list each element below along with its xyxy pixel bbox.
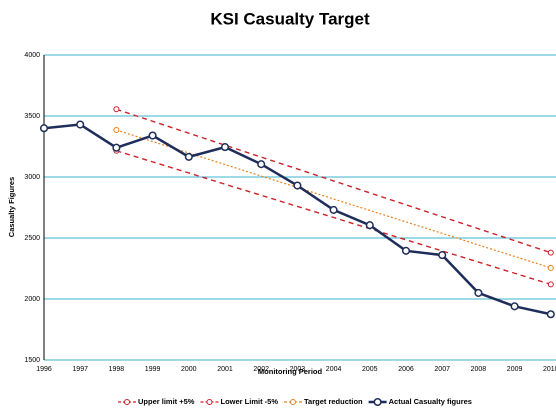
x-tick-label: 2008	[471, 366, 487, 373]
series-line	[43, 123, 552, 316]
data-point	[547, 281, 554, 288]
x-tick-label: 2006	[398, 366, 414, 373]
data-point	[329, 205, 338, 214]
legend-marker	[124, 399, 130, 405]
x-tick-label: 2004	[326, 366, 342, 373]
x-tick-label: 2002	[253, 366, 269, 373]
legend-marker	[373, 397, 382, 407]
legend-label: Lower Limit -5%	[220, 397, 278, 406]
x-tick-label: 2003	[290, 366, 306, 373]
legend-marker	[290, 399, 296, 405]
data-point	[438, 251, 447, 260]
series-line	[116, 108, 552, 254]
data-point	[547, 249, 554, 256]
data-point	[148, 131, 157, 140]
data-point	[365, 221, 374, 230]
y-tick-label: 4000	[24, 52, 40, 59]
chart-title: KSI Casualty Target	[210, 9, 370, 28]
legend: Upper limit +5% Lower Limit -5% Target red…	[118, 397, 472, 407]
series-line	[116, 150, 552, 286]
data-point	[510, 302, 519, 311]
x-tick-label: 1997	[72, 366, 88, 373]
x-tick-label: 2005	[362, 366, 378, 373]
y-axis-label: Casualty Figures	[7, 177, 16, 237]
legend-label: Actual Casualty figures	[389, 397, 472, 406]
data-point	[112, 143, 121, 152]
data-point	[547, 264, 554, 271]
data-point	[39, 124, 49, 133]
data-point	[474, 288, 483, 297]
legend-label: Target reduction	[304, 397, 363, 406]
x-tick-label: 2000	[181, 366, 197, 373]
x-tick-label: 2007	[434, 366, 450, 373]
y-tick-label: 2000	[24, 296, 40, 303]
data-point	[76, 120, 85, 129]
x-tick-label: 1996	[36, 366, 52, 373]
data-point	[257, 160, 266, 169]
data-point	[401, 246, 411, 255]
data-point	[546, 310, 555, 319]
data-point	[184, 152, 193, 161]
legend-marker	[206, 399, 213, 405]
x-axis-label: Monitoring Period	[258, 367, 323, 376]
y-tick-label: 2500	[24, 235, 40, 242]
data-point	[113, 127, 120, 134]
legend-label: Upper limit +5%	[138, 397, 195, 406]
x-tick-label: 1999	[145, 366, 161, 373]
x-tick-label: 2001	[217, 366, 233, 373]
x-tick-label: 2009	[507, 366, 523, 373]
y-tick-label: 1500	[24, 357, 40, 364]
y-tick-label: 3000	[24, 174, 40, 181]
x-tick-label: 2010	[543, 366, 556, 373]
x-tick-label: 1998	[109, 366, 125, 373]
data-point	[293, 181, 302, 190]
series-line	[116, 129, 551, 269]
y-tick-label: 3500	[24, 113, 40, 120]
data-point	[220, 143, 230, 152]
data-point	[113, 106, 120, 113]
